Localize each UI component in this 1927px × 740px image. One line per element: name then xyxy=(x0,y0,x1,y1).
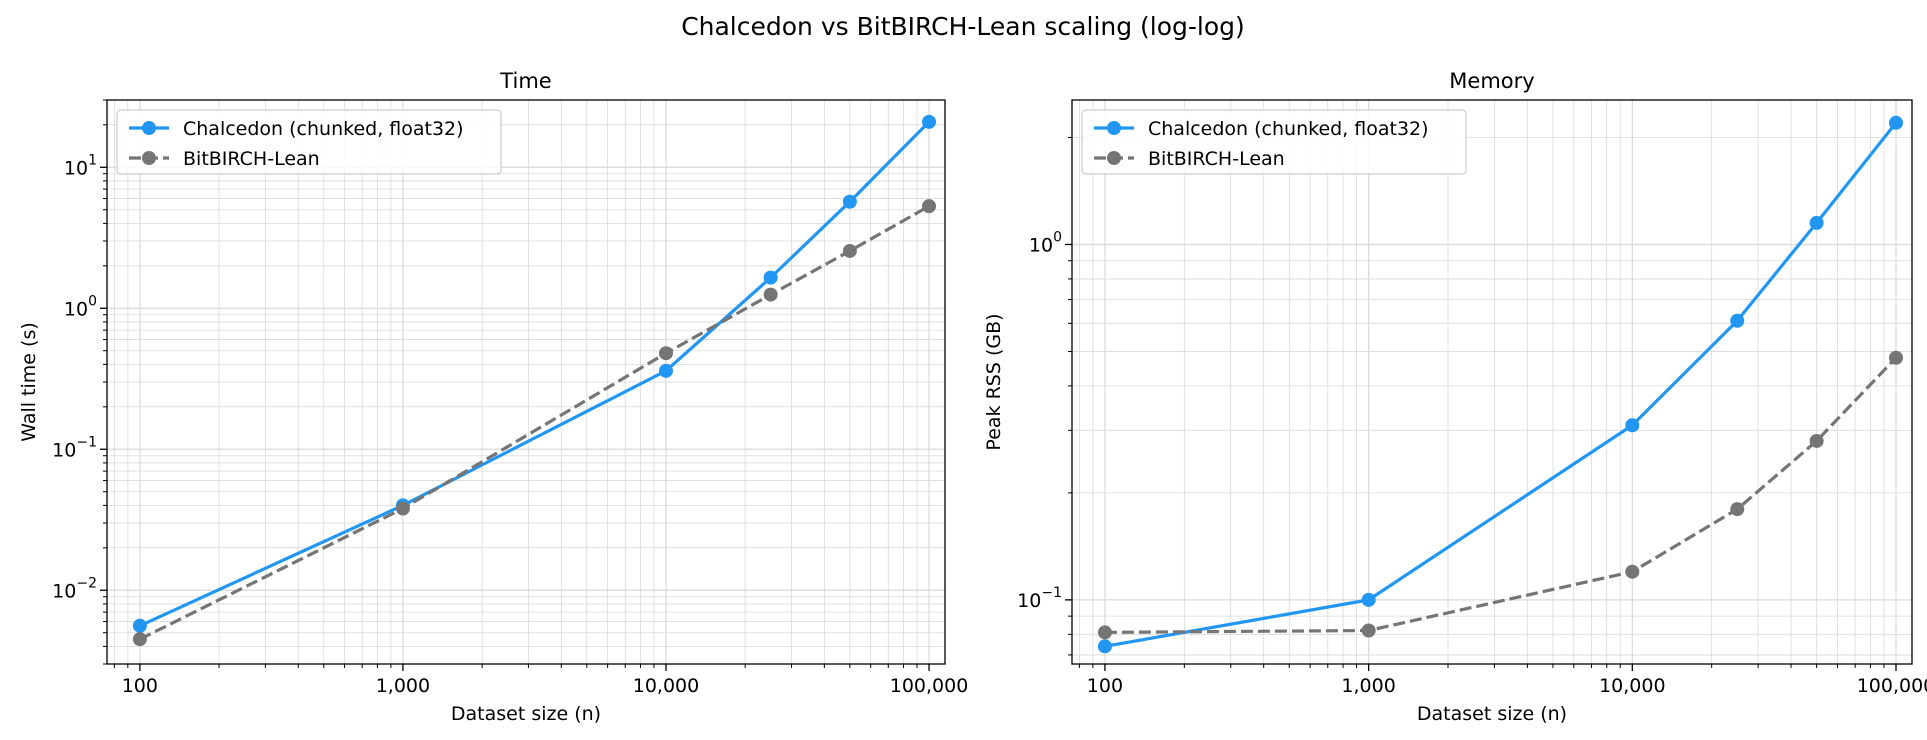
x-tick-label: 1,000 xyxy=(376,675,430,697)
data-point xyxy=(1809,433,1824,448)
data-point xyxy=(1625,564,1640,579)
ticks xyxy=(100,99,930,671)
series-bitbirch xyxy=(132,199,937,647)
legend: Chalcedon (chunked, float32) BitBIRCH-Lea… xyxy=(1081,109,1467,175)
series-line xyxy=(139,204,930,641)
data-point xyxy=(922,199,937,214)
panel-title: Time xyxy=(499,69,551,93)
x-tick-label: 100 xyxy=(122,675,158,697)
legend-label: BitBIRCH-Lean xyxy=(1148,148,1285,170)
data-point xyxy=(1888,115,1903,130)
ticks xyxy=(1065,136,1897,671)
data-point xyxy=(1888,350,1903,365)
data-point xyxy=(1625,418,1640,433)
legend-box xyxy=(116,109,502,175)
legend-marker xyxy=(142,121,156,135)
x-axis-label: Dataset size (n) xyxy=(1417,703,1567,725)
axes-frame xyxy=(1071,99,1913,665)
legend-box xyxy=(1081,109,1467,175)
x-axis-label: Dataset size (n) xyxy=(451,703,601,725)
panel-time: 100 1,000 10,000 100,000 10−2 10−1 100 101 Time D… xyxy=(18,69,968,725)
data-point xyxy=(395,501,410,516)
y-tick-label: 101 xyxy=(64,152,97,179)
data-point xyxy=(763,287,778,302)
x-tick-label: 10,000 xyxy=(1599,675,1665,697)
data-point xyxy=(842,194,857,209)
y-tick-label: 100 xyxy=(64,293,97,320)
data-point xyxy=(1730,313,1745,328)
data-point xyxy=(842,243,857,258)
x-tick-label: 100,000 xyxy=(890,675,969,697)
series-line xyxy=(139,120,931,628)
panel-title: Memory xyxy=(1449,69,1534,93)
series-line xyxy=(1104,356,1898,634)
legend-label: BitBIRCH-Lean xyxy=(183,148,320,170)
y-tick-label: 100 xyxy=(1029,229,1062,256)
legend: Chalcedon (chunked, float32) BitBIRCH-Lea… xyxy=(116,109,502,175)
grid xyxy=(1072,100,1912,664)
series-line xyxy=(1104,121,1898,648)
series-bitbirch xyxy=(1097,350,1903,640)
data-point xyxy=(658,346,673,361)
legend-label: Chalcedon (chunked, float32) xyxy=(1148,118,1429,140)
x-tick-label: 100 xyxy=(1087,675,1123,697)
legend-marker xyxy=(1107,121,1121,135)
y-axis-label: Wall time (s) xyxy=(18,322,40,442)
y-tick-label: 10−1 xyxy=(52,434,97,461)
data-point xyxy=(922,114,937,129)
panel-memory: 100 1,000 10,000 100,000 10−1 100 Memory Datase… xyxy=(983,69,1927,725)
x-tick-label: 100,000 xyxy=(1857,675,1927,697)
x-tick-label: 1,000 xyxy=(1341,675,1395,697)
figure-title: Chalcedon vs BitBIRCH-Lean scaling (log-… xyxy=(681,12,1245,41)
data-point xyxy=(132,632,147,647)
data-point xyxy=(1361,592,1376,607)
axes-frame xyxy=(106,99,946,665)
data-point xyxy=(763,270,778,285)
legend-marker xyxy=(1107,151,1121,165)
data-point xyxy=(1097,625,1112,640)
y-axis-label: Peak RSS (GB) xyxy=(983,313,1005,450)
series-chalcedon xyxy=(132,114,937,633)
data-point xyxy=(132,618,147,633)
data-point xyxy=(658,363,673,378)
legend-marker xyxy=(142,151,156,165)
data-point xyxy=(1361,623,1376,638)
y-tick-label: 10−2 xyxy=(52,575,97,602)
series-chalcedon xyxy=(1097,115,1903,654)
y-tick-label: 10−1 xyxy=(1017,585,1062,612)
grid xyxy=(107,99,945,665)
data-point xyxy=(1730,502,1745,517)
data-point xyxy=(1809,215,1824,230)
x-tick-label: 10,000 xyxy=(633,675,699,697)
data-point xyxy=(1097,639,1112,654)
legend-label: Chalcedon (chunked, float32) xyxy=(183,118,464,140)
